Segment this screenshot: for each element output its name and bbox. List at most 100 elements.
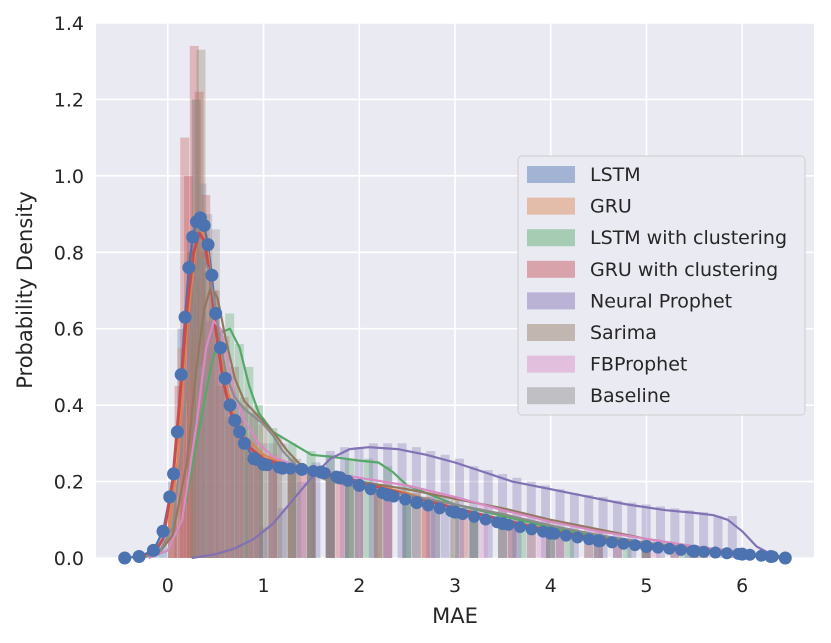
lstm-marker [433, 502, 446, 515]
hist-bar-lstm-with-clustering [268, 428, 278, 558]
hist-bar-fbprophet [206, 321, 216, 558]
hist-bar-lstm [244, 451, 254, 558]
lstm-marker [272, 461, 285, 474]
hist-bar-neural-prophet [598, 496, 608, 558]
hist-bar-neural-prophet [699, 512, 709, 558]
hist-bar-baseline [239, 405, 249, 558]
legend-label: GRU [590, 196, 632, 218]
hist-bar-fbprophet [268, 454, 278, 558]
lstm-marker [755, 549, 768, 562]
hist-bar-baseline [258, 443, 268, 558]
hist-bar-sarima [306, 473, 316, 558]
lstm-marker [170, 425, 184, 439]
hist-bar-gru-with-clustering [670, 546, 680, 558]
hist-bar-gru-with-clustering [354, 481, 364, 558]
hist-bar-baseline [545, 525, 555, 558]
hist-bar-baseline [277, 443, 287, 558]
kde-line-baseline [138, 258, 781, 560]
lstm-marker [766, 550, 779, 563]
hist-bar-sarima [498, 508, 508, 558]
x-tick-label: 0 [162, 575, 174, 597]
hist-bar-neural-prophet [656, 506, 666, 558]
lstm-marker [197, 219, 211, 233]
hist-bar-lstm-with-clustering [402, 485, 412, 558]
lstm-marker [606, 536, 619, 549]
hist-bar-lstm-with-clustering [622, 540, 632, 558]
histogram-bars [148, 45, 756, 559]
hist-bar-gru-with-clustering [383, 489, 393, 558]
hist-bar-lstm [306, 470, 316, 558]
lstm-marker [720, 547, 733, 560]
y-tick-label: 0.0 [54, 548, 84, 570]
legend-swatch [527, 324, 575, 341]
hist-bar-baseline [249, 412, 259, 558]
hist-bar-lstm [234, 435, 244, 558]
hist-bar-sarima [230, 366, 239, 558]
lstm-marker [525, 523, 538, 536]
hist-bar-lstm-with-clustering [215, 328, 225, 558]
lstm-marker [209, 306, 223, 320]
hist-bar-lstm [469, 515, 479, 558]
lstm-marker [174, 368, 188, 382]
hist-bar-gru [268, 458, 278, 558]
x-tick-label: 1 [257, 575, 269, 597]
hist-bar-lstm-with-clustering [325, 454, 335, 558]
y-tick-label: 1.2 [54, 89, 84, 111]
lstm-marker [146, 543, 160, 557]
hist-bar-baseline [191, 99, 201, 558]
hist-bar-neural-prophet [541, 485, 551, 558]
hist-bar-gru-with-clustering [287, 466, 297, 558]
hist-bar-gru-with-clustering [306, 470, 316, 558]
hist-bar-lstm [507, 525, 517, 558]
legend-label: LSTM [590, 164, 641, 186]
lstm-marker [387, 490, 400, 503]
lstm-marker [663, 542, 676, 555]
hist-bar-lstm [253, 462, 263, 558]
hist-bar-fbprophet [478, 504, 488, 558]
hist-bar-neural-prophet [627, 502, 637, 558]
x-tick-label: 4 [545, 575, 557, 597]
hist-bar-neural-prophet [727, 515, 737, 558]
hist-bar-gru [421, 496, 431, 558]
lstm-marker [514, 521, 527, 534]
hist-bar-sarima [325, 477, 335, 558]
hist-bar-sarima [203, 271, 213, 558]
y-axis-ticks: 0.0 0.2 0.4 0.6 0.8 1.0 1.2 1.4 [54, 13, 84, 570]
hist-bar-gru-with-clustering [194, 91, 204, 559]
hist-bar-gru [584, 535, 594, 558]
lstm-marker [594, 535, 607, 548]
lstm-marker [456, 507, 469, 520]
y-tick-label: 0.8 [54, 242, 84, 264]
hist-bar-neural-prophet [368, 443, 378, 558]
hist-bar-sarima [450, 498, 460, 558]
lstm-marker [732, 547, 745, 560]
legend-label: Sarima [590, 322, 657, 344]
y-tick-label: 0.6 [54, 319, 84, 341]
hist-bar-gru [225, 416, 235, 558]
hist-bar-sarima [411, 493, 421, 558]
lstm-marker [743, 548, 756, 561]
legend-swatch [527, 355, 575, 373]
hist-bar-baseline [220, 389, 230, 558]
hist-bar-fbprophet [383, 481, 393, 558]
hist-bar-neural-prophet [311, 462, 321, 558]
hist-bar-lstm [545, 533, 555, 558]
hist-bar-lstm-with-clustering [565, 531, 575, 558]
lstm-marker [307, 464, 320, 477]
hist-bar-lstm [325, 477, 335, 558]
hist-bar-baseline [268, 443, 278, 558]
x-axis-ticks: 0 1 2 3 4 5 6 [162, 575, 748, 597]
hist-bar-baseline [230, 405, 239, 558]
hist-bar-neural-prophet [684, 510, 694, 558]
hist-bar-baseline [402, 493, 412, 558]
hist-bar-fbprophet [297, 466, 307, 558]
lstm-marker [617, 537, 630, 550]
x-tick-label: 5 [640, 575, 652, 597]
hist-bar-gru-with-clustering [555, 531, 565, 558]
hist-bar-fbprophet [234, 405, 244, 558]
lstm-markers [118, 211, 792, 565]
lstm-marker [640, 540, 653, 553]
lstm-marker [709, 546, 722, 559]
lstm-marker [261, 459, 274, 472]
